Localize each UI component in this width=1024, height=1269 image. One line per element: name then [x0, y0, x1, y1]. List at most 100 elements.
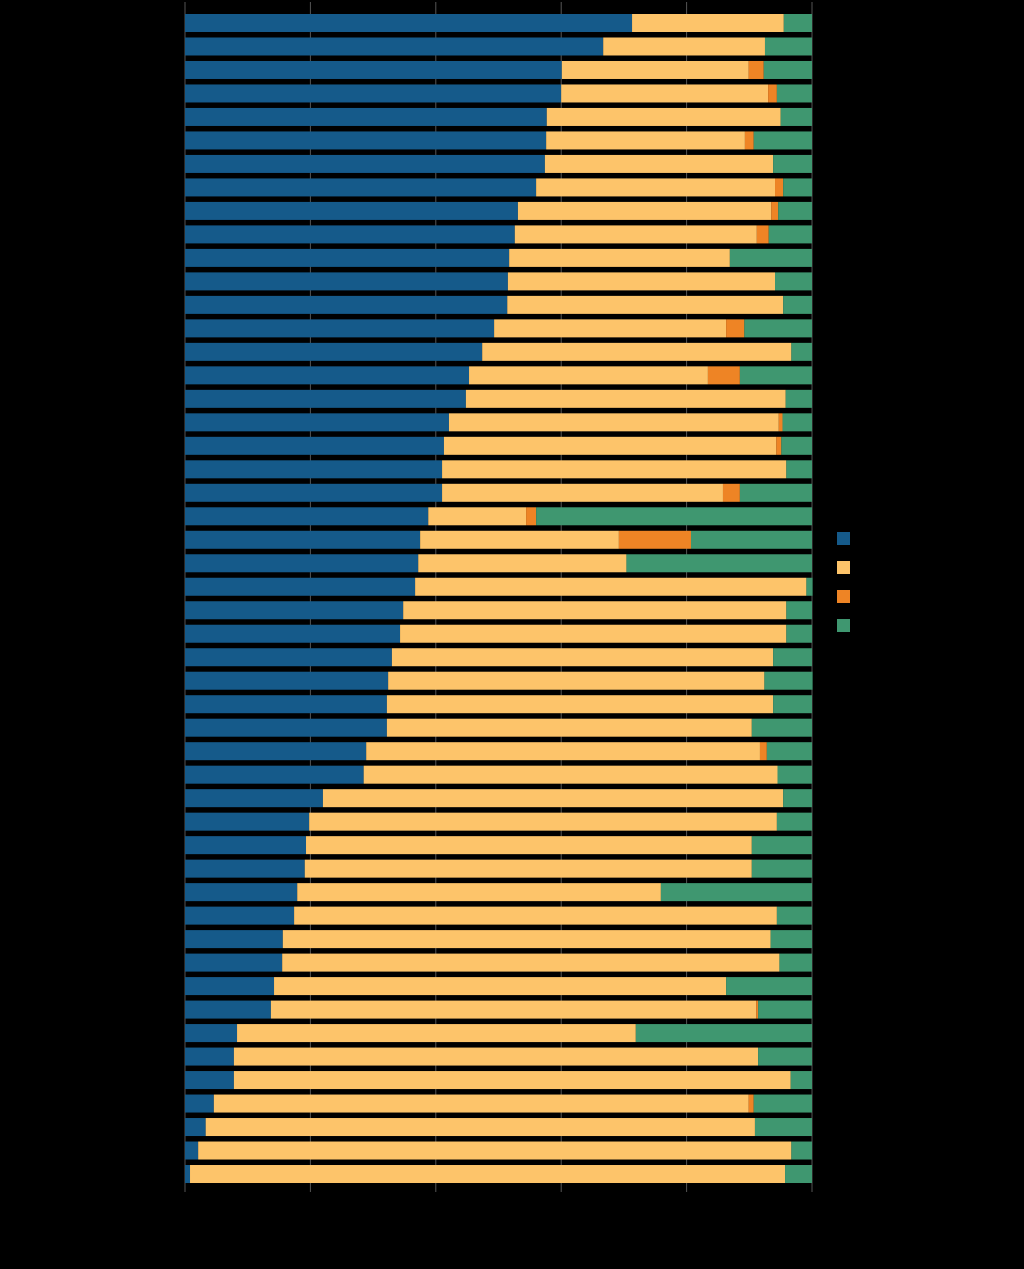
bar-segment: [185, 1094, 214, 1113]
bar-segment: [546, 107, 781, 126]
bar-segment: [536, 507, 812, 526]
bar-segment: [635, 1024, 812, 1043]
bar-segment: [185, 366, 470, 385]
bar-segment: [775, 178, 784, 197]
bar-segment: [391, 648, 774, 667]
bar-segment: [526, 507, 537, 526]
bar-segment: [185, 695, 387, 714]
bar-segment: [632, 14, 784, 32]
bar-segment: [768, 225, 812, 244]
bar-segment: [400, 624, 787, 643]
bar-segment: [791, 1141, 812, 1160]
bar-segment: [790, 1071, 812, 1090]
bar-segment: [603, 37, 765, 56]
bar-segment: [185, 413, 449, 432]
bar-segment: [185, 1165, 191, 1184]
bar-segment: [185, 718, 387, 737]
bar-segment: [756, 225, 769, 244]
bar-segment: [198, 1141, 792, 1160]
bar-segment: [190, 1165, 786, 1184]
bar-segment: [536, 178, 776, 197]
bar-segment: [185, 389, 466, 408]
bar-segment: [722, 483, 740, 502]
bar-segment: [482, 342, 792, 361]
bar-segment: [185, 554, 419, 573]
bar-segment: [764, 671, 813, 690]
bar-segment: [304, 859, 752, 878]
bar-segment: [754, 1118, 812, 1137]
bar-segment: [185, 789, 323, 808]
bar-segment: [185, 131, 547, 150]
bar-segment: [185, 483, 443, 502]
bar-segment: [306, 836, 752, 855]
bar-segment: [756, 1000, 759, 1019]
bar-segment: [185, 530, 421, 549]
bar-segment: [185, 1000, 271, 1019]
bar-segment: [386, 695, 774, 714]
bar-segment: [759, 742, 767, 761]
bar-segment: [185, 507, 429, 526]
bar-segment: [185, 765, 364, 784]
bar-segment: [783, 295, 812, 314]
bar-segment: [386, 718, 752, 737]
bar-segment: [778, 201, 812, 220]
legend-swatch: [837, 532, 850, 545]
bar-segment: [294, 906, 777, 925]
bar-segment: [775, 272, 812, 291]
bar-segment: [448, 413, 779, 432]
bar-segment: [185, 977, 275, 996]
bar-segment: [185, 1118, 206, 1137]
bar-segment: [778, 413, 783, 432]
bar-segment: [185, 37, 604, 56]
bar-segment: [185, 107, 547, 126]
bar-segment: [185, 742, 367, 761]
bar-segment: [776, 436, 782, 455]
bar-segment: [806, 577, 813, 596]
bar-segment: [626, 554, 812, 573]
bar-segment: [561, 60, 749, 79]
bar-segment: [783, 14, 812, 32]
bar-segment: [726, 319, 745, 338]
bar-segment: [185, 460, 443, 479]
bar-segment: [509, 248, 730, 267]
bar-segment: [185, 14, 633, 32]
bar-segment: [753, 1094, 812, 1113]
bar-segment: [783, 789, 812, 808]
bar-segment: [185, 836, 307, 855]
bar-segment: [494, 319, 727, 338]
bar-segment: [442, 460, 787, 479]
bar-segment: [777, 765, 812, 784]
bar-segment: [185, 272, 508, 291]
bar-segment: [771, 201, 779, 220]
bar-segment: [618, 530, 691, 549]
bar-segment: [739, 366, 812, 385]
bar-segment: [185, 812, 310, 831]
bar-segment: [322, 789, 784, 808]
bar-segment: [544, 154, 774, 173]
bar-segment: [185, 906, 295, 925]
bar-segment: [185, 84, 562, 103]
bar-segment: [546, 131, 745, 150]
legend-swatch: [837, 590, 850, 603]
bar-segment: [785, 1165, 812, 1184]
bar-segment: [420, 530, 619, 549]
bar-segment: [758, 1047, 812, 1066]
bar-segment: [763, 60, 812, 79]
bar-segment: [185, 1024, 238, 1043]
bar-segment: [770, 930, 812, 949]
bar-segment: [786, 460, 812, 479]
bar-segment: [185, 178, 537, 197]
bar-segment: [758, 1000, 812, 1019]
bar-segment: [185, 624, 401, 643]
legend-swatch: [837, 561, 850, 574]
bar-segment: [185, 60, 562, 79]
bar-segment: [233, 1071, 791, 1090]
bar-segment: [748, 60, 764, 79]
bar-segment: [185, 248, 510, 267]
bar-segment: [514, 225, 757, 244]
bar-segment: [388, 671, 765, 690]
bar-segment: [744, 131, 754, 150]
bar-segment: [415, 577, 807, 596]
